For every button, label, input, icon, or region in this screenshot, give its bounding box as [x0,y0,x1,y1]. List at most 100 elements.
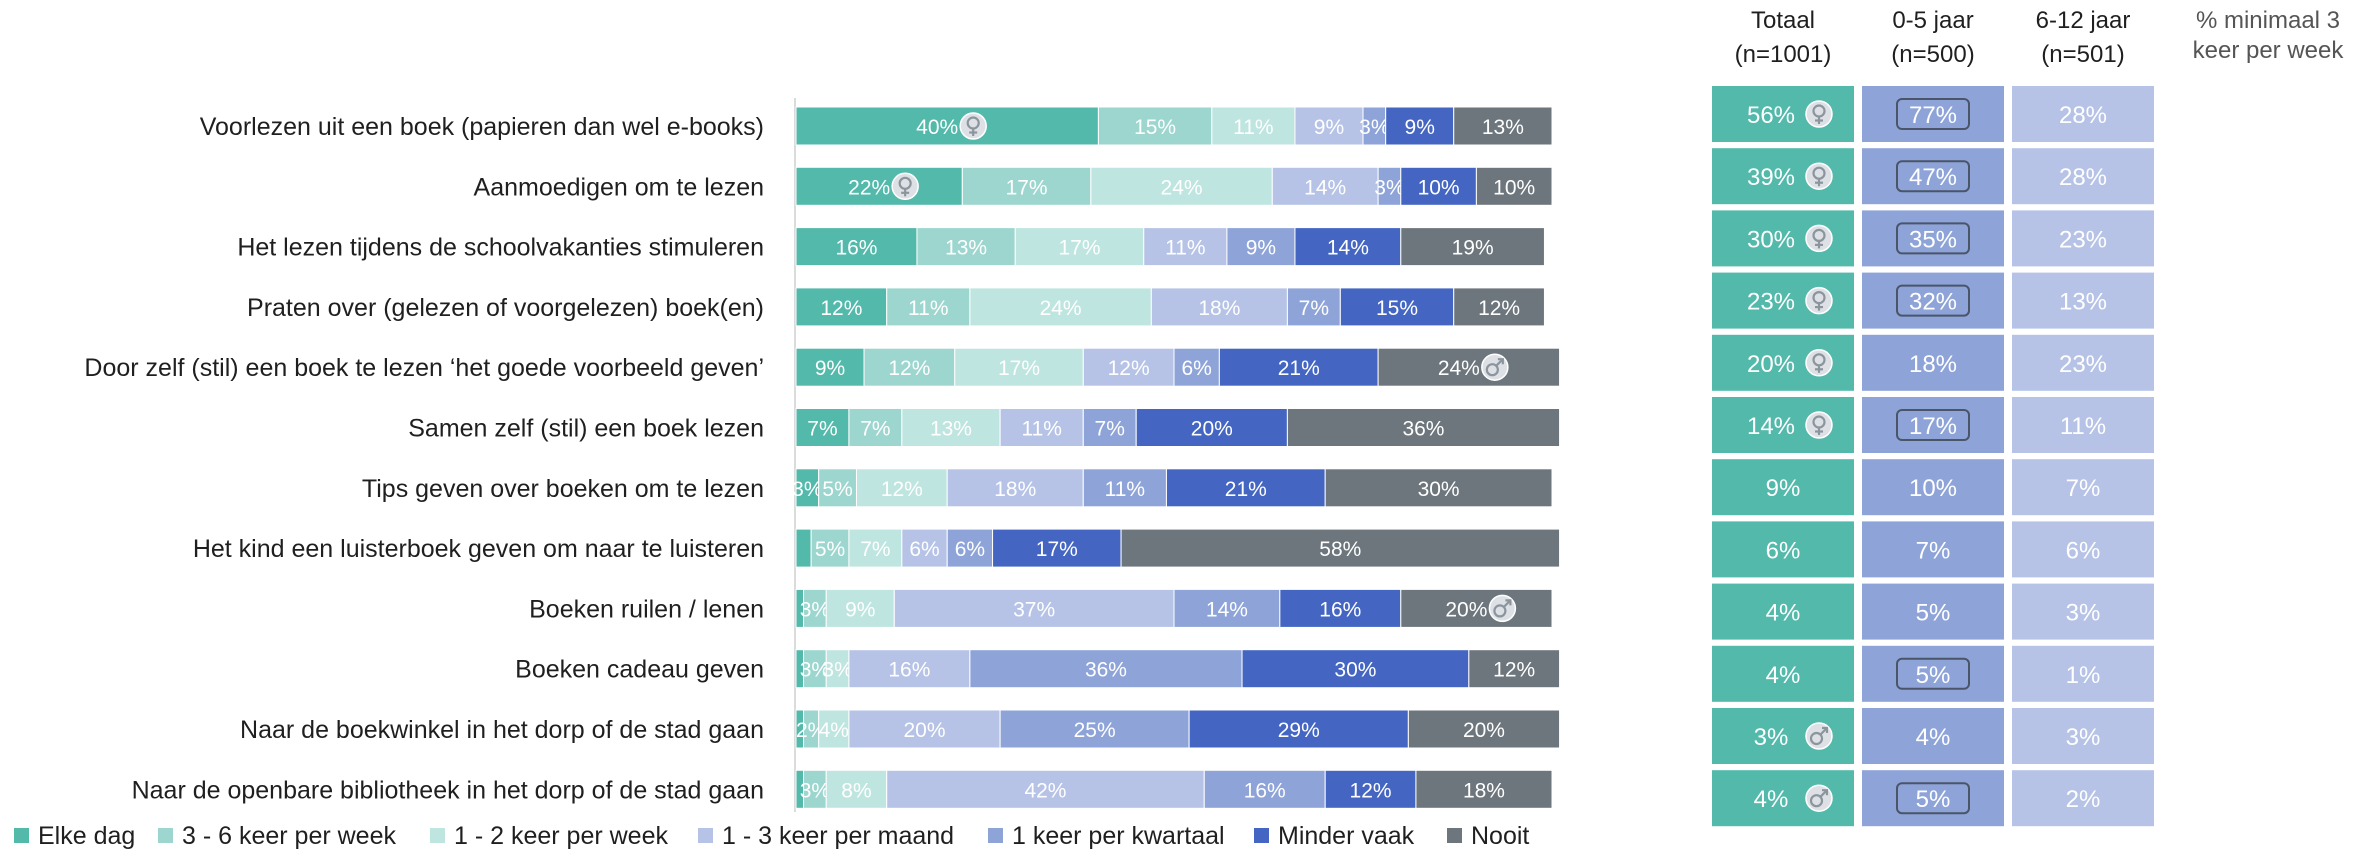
data-label: 18% [1463,779,1505,802]
table-cell: 2% [2012,770,2154,827]
table-cell: 56% [1712,86,1854,142]
data-label: 12% [1478,297,1520,320]
bar-segment [795,227,918,267]
table-value: 11% [2060,413,2106,440]
legend-label: Elke dag [38,822,135,850]
data-label: 14% [1304,176,1346,199]
table-cell: 23% [2012,210,2154,267]
data-label: 13% [1482,116,1524,139]
data-label: 20% [1445,598,1487,621]
table-value: 32% [1909,289,1957,316]
bar-segment [825,769,888,809]
table-value: 77% [1909,102,1957,129]
legend-label: 1 keer per kwartaal [1012,822,1225,850]
bar-segment [1286,408,1561,447]
data-label: 18% [994,478,1036,501]
bar-row: Het lezen tijdens de schoolvakanties sti… [237,227,1545,267]
table-cell: 14% [1712,397,1854,453]
bar-segment [1324,468,1553,508]
legend-label: 1 - 3 keer per maand [722,822,954,850]
significance-box [1896,98,1970,130]
bar-segment [1475,166,1553,206]
legend-item: Minder vaak [1254,822,1415,850]
significance-box [1896,657,1970,690]
table-cell: 5% [1862,645,2004,702]
table-cell-bg [2012,86,2154,142]
bar-segment [1218,347,1379,387]
data-label: 20% [1191,418,1233,441]
legend-swatch [430,828,445,843]
bar-segment [848,709,1001,749]
data-label: 6% [1182,357,1212,380]
legend: Elke dag 3 - 6 keer per week 1 - 2 keer pe… [14,822,1529,850]
significance-box [1896,222,1970,255]
bar-segment [999,709,1190,749]
data-label: 15% [1134,116,1176,139]
data-label: 7% [860,418,890,441]
data-label: 9% [815,357,845,380]
bar-segment [795,347,865,387]
legend-swatch [1447,828,1462,843]
table-cell-bg [1862,148,2004,205]
data-label: 11% [1233,116,1273,139]
table-cell-bg [2012,397,2154,453]
significance-box [1896,284,1970,317]
bar-segment [848,528,903,568]
bar-segment [863,347,956,387]
legend-label: Nooit [1471,822,1529,850]
female-icon [891,172,919,201]
data-label: 12% [1350,779,1392,802]
bar-segment [1415,769,1553,809]
data-label: 20% [904,719,946,742]
legend-item: 1 - 2 keer per week [430,822,668,850]
bar-segment [969,287,1152,327]
table-value: 23% [2059,351,2107,378]
table-value: 39% [1747,164,1795,191]
data-label: 7% [807,418,837,441]
data-label: 25% [1074,719,1116,742]
table-cell: 30% [1712,210,1854,267]
data-label: 16% [1319,598,1361,621]
data-label: 11% [1021,418,1061,441]
table-cell: 35% [1862,210,2004,267]
table-cell: 6% [1712,521,1854,578]
table-value: 3% [2066,600,2101,627]
data-label: 18% [1198,297,1240,320]
data-label: 3% [822,659,852,682]
table-value: 28% [2059,102,2107,129]
data-label: 20% [1463,719,1505,742]
data-label: 29% [1278,719,1320,742]
table-column-subheader: (n=1001) [1735,41,1832,68]
bar-segment [1120,528,1561,568]
bar-segment [992,528,1122,568]
bar-row: Boeken ruilen / lenen 3% 9% 37% 14% 16% 20% [529,588,1553,628]
table-cell: 7% [2012,459,2154,516]
female-icon [1805,349,1833,377]
table-column-header: 0-5 jaar [1892,7,1973,34]
table-value: 5% [1916,600,1951,627]
data-label: 11% [1105,478,1145,501]
table-cell: 7% [1862,521,2004,578]
table-cell: 9% [1712,459,1854,516]
bar-segment [795,528,812,568]
table-value: 7% [1916,537,1951,564]
table-cell-bg [2012,708,2154,764]
table-cell: 13% [2012,272,2154,329]
data-label: 19% [1452,237,1494,260]
data-label: 22% [848,176,890,199]
category-label: Door zelf (stil) een boek te lezen ‘het … [84,354,764,382]
bar-segment [1211,106,1296,146]
table-cell-bg [1862,397,2004,453]
bar-segment [1143,227,1228,267]
data-label: 7% [1095,418,1125,441]
bar-row: Voorlezen uit een boek (papieren dan wel… [200,106,1553,146]
bar-segment [855,468,948,508]
legend-swatch [14,828,29,843]
table-cell-bg [1712,583,1854,640]
bar-segment [1400,166,1477,206]
data-label: 5% [822,478,852,501]
table-cell: 32% [1862,272,2004,329]
category-label: Het lezen tijdens de schoolvakanties sti… [237,234,764,262]
data-label: 3% [800,779,830,802]
bar-segment [1279,588,1402,628]
